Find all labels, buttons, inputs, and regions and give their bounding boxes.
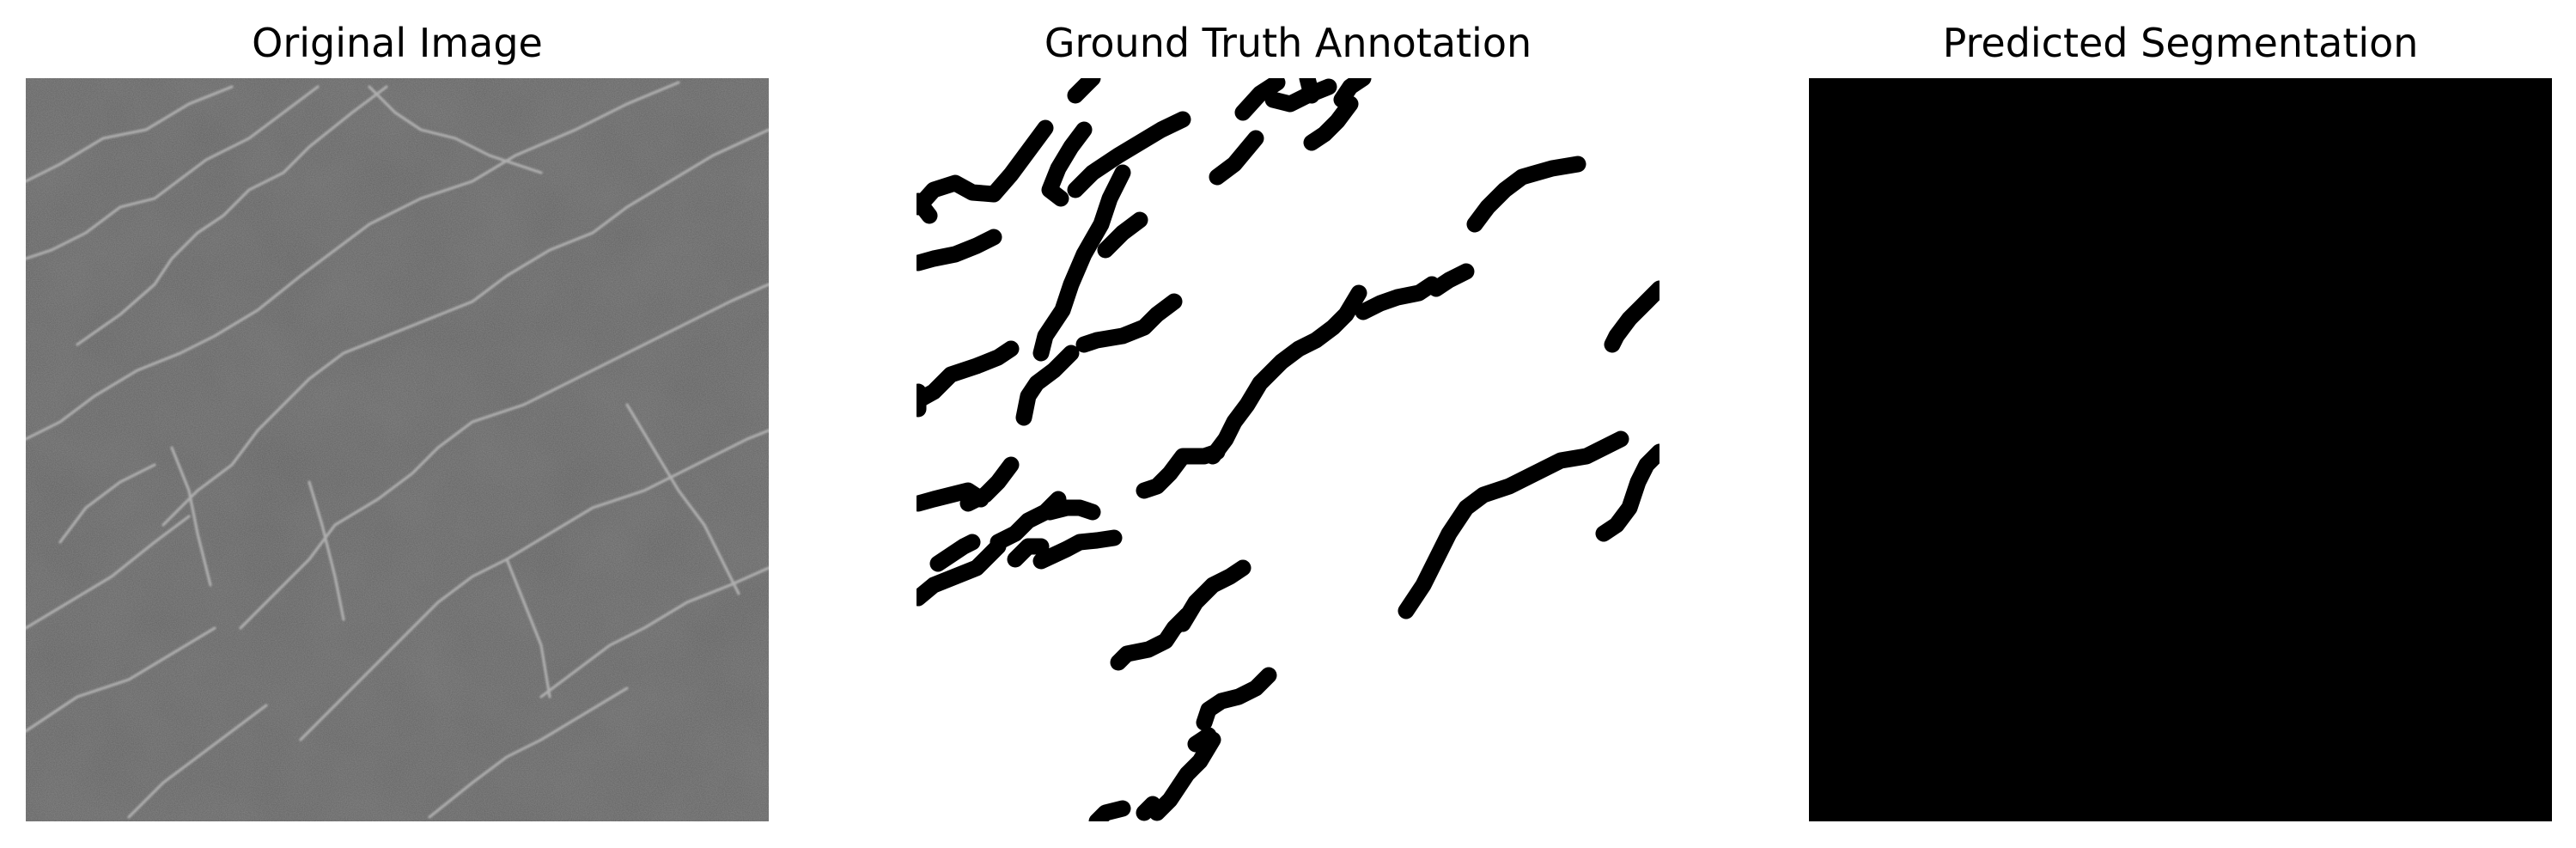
original-image-svg xyxy=(26,78,769,821)
panel-title-prediction: Predicted Segmentation xyxy=(1942,20,2419,66)
texture-cracks xyxy=(26,81,769,819)
mask-background xyxy=(917,78,1659,821)
ground-truth-mask xyxy=(917,78,1659,821)
ground-truth-mask-svg xyxy=(917,78,1659,821)
original-image xyxy=(26,78,769,821)
panel-title-original: Original Image xyxy=(252,20,543,66)
panel-title-ground-truth: Ground Truth Annotation xyxy=(1044,20,1532,66)
predicted-segmentation-mask xyxy=(1809,78,2552,821)
texture-grain xyxy=(26,78,769,821)
mask-strokes xyxy=(917,78,1659,821)
